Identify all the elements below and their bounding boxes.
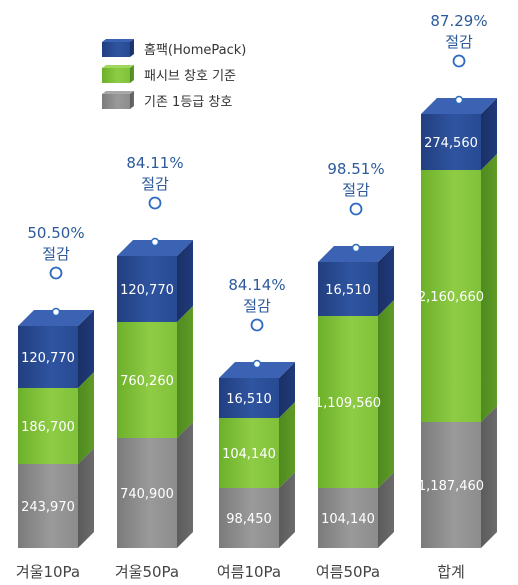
bar-value-label-0-4: 1,187,460 xyxy=(418,479,484,494)
pin-circle-2 xyxy=(250,318,264,332)
annotation-text-1: 절감 xyxy=(141,175,169,193)
category-label-3: 여름50Pa xyxy=(316,563,380,581)
bar-front-2-0 xyxy=(18,326,78,388)
bar-value-label-2-2: 16,510 xyxy=(226,392,272,407)
bar-value-label-0-3: 104,140 xyxy=(321,512,375,527)
bar-side-1-1 xyxy=(177,306,193,438)
bar-side-2-1 xyxy=(177,240,193,322)
annotation-percent-4: 87.29% xyxy=(430,12,487,30)
bar-side-2-3 xyxy=(378,246,394,316)
bar-front-0-3 xyxy=(318,488,378,548)
category-label-1: 겨울50Pa xyxy=(115,563,179,581)
bar-value-label-0-0: 243,970 xyxy=(21,500,75,515)
bar-front-0-1 xyxy=(117,438,177,548)
bar-side-2-0 xyxy=(78,310,94,388)
annotation-text-3: 절감 xyxy=(342,181,370,199)
bar-front-1-3 xyxy=(318,316,378,488)
category-label-0: 겨울10Pa xyxy=(16,563,80,581)
bar-side-1-4 xyxy=(481,154,497,422)
pin-small-circle-2 xyxy=(252,359,262,369)
bar-top-3 xyxy=(318,246,394,262)
annotation-percent-0: 50.50% xyxy=(27,224,84,242)
bar-value-label-2-0: 120,770 xyxy=(21,351,75,366)
legend-label-1: 패시브 창호 기준 xyxy=(144,69,236,84)
legend-label-0: 기존 1등급 창호 xyxy=(144,95,232,110)
bar-front-1-4 xyxy=(421,170,481,422)
bar-front-2-1 xyxy=(117,256,177,322)
bar-side-0-0 xyxy=(78,448,94,548)
legend-swatch-0 xyxy=(102,94,130,109)
legend-swatch-2 xyxy=(102,42,130,57)
bar-front-1-0 xyxy=(18,388,78,464)
legend-swatch-top-1 xyxy=(102,65,134,68)
bar-front-0-2 xyxy=(219,488,279,548)
bar-side-1-2 xyxy=(279,402,295,488)
bar-top-4 xyxy=(421,98,497,114)
annotation-text-2: 절감 xyxy=(243,297,271,315)
annotation-percent-1: 84.11% xyxy=(126,154,183,172)
bar-front-0-4 xyxy=(421,422,481,548)
annotation-percent-2: 84.14% xyxy=(228,276,285,294)
bar-top-2 xyxy=(219,362,295,378)
bar-front-2-2 xyxy=(219,378,279,418)
legend-swatch-side-2 xyxy=(130,39,134,57)
pin-circle-1 xyxy=(148,196,162,210)
pin-small-circle-4 xyxy=(454,95,464,105)
pin-circle-3 xyxy=(349,202,363,216)
legend-swatch-1 xyxy=(102,68,130,83)
bar-front-1-1 xyxy=(117,322,177,438)
pin-small-circle-0 xyxy=(51,307,61,317)
bar-side-2-4 xyxy=(481,98,497,170)
bar-front-2-4 xyxy=(421,114,481,170)
bar-front-1-2 xyxy=(219,418,279,488)
legend-swatch-side-0 xyxy=(130,91,134,109)
pin-circle-4 xyxy=(452,54,466,68)
pin-small-circle-3 xyxy=(351,243,361,253)
bar-side-0-4 xyxy=(481,406,497,548)
bar-side-2-2 xyxy=(279,362,295,418)
bar-value-label-0-2: 98,450 xyxy=(226,512,272,527)
legend-label-2: 홈팩(HomePack) xyxy=(144,43,246,58)
bar-value-label-2-1: 120,770 xyxy=(120,283,174,298)
legend-swatch-side-1 xyxy=(130,65,134,83)
bar-side-1-3 xyxy=(378,300,394,488)
pin-circle-0 xyxy=(49,266,63,280)
bar-value-label-1-3: 1,109,560 xyxy=(315,396,381,411)
legend-swatch-top-2 xyxy=(102,39,134,42)
bar-top-1 xyxy=(117,240,193,256)
bar-value-label-2-4: 274,560 xyxy=(424,136,478,151)
bar-value-label-1-4: 2,160,660 xyxy=(418,290,484,305)
category-label-4: 합계 xyxy=(437,563,465,581)
bar-side-0-2 xyxy=(279,472,295,548)
bar-value-label-1-0: 186,700 xyxy=(21,420,75,435)
annotation-text-4: 절감 xyxy=(445,33,473,51)
bar-side-0-3 xyxy=(378,472,394,548)
bar-top-0 xyxy=(18,310,94,326)
annotation-text-0: 절감 xyxy=(42,245,70,263)
bar-side-0-1 xyxy=(177,422,193,548)
bar-value-label-1-1: 760,260 xyxy=(120,374,174,389)
bar-front-2-3 xyxy=(318,262,378,316)
bar-value-label-1-2: 104,140 xyxy=(222,447,276,462)
legend-swatch-top-0 xyxy=(102,91,134,94)
bars xyxy=(18,54,497,548)
annotation-percent-3: 98.51% xyxy=(327,160,384,178)
bar-value-label-0-1: 740,900 xyxy=(120,487,174,502)
bar-front-0-0 xyxy=(18,464,78,548)
bar-value-label-2-3: 16,510 xyxy=(325,283,371,298)
bar-side-1-0 xyxy=(78,372,94,464)
pin-small-circle-1 xyxy=(150,237,160,247)
category-label-2: 여름10Pa xyxy=(217,563,281,581)
